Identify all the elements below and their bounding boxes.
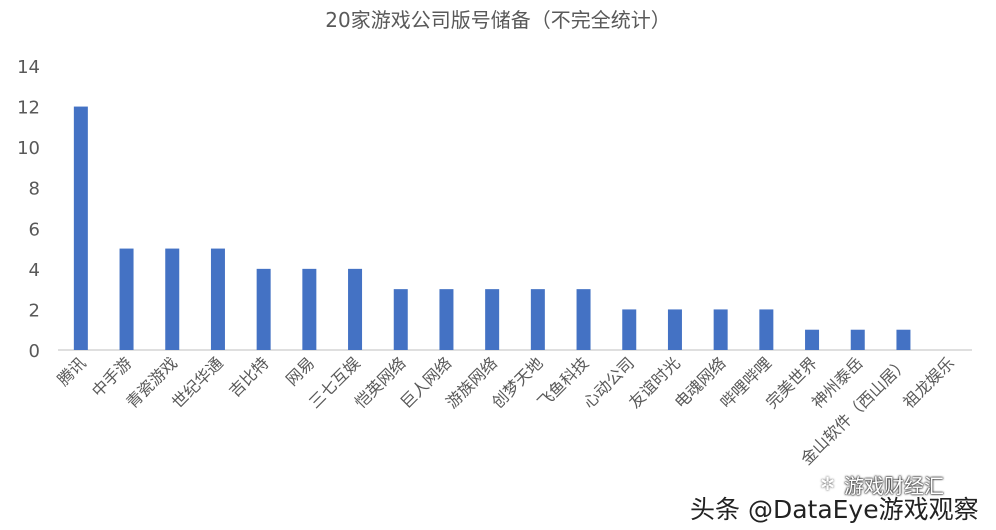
bar [759,309,774,350]
x-tick-label: 世纪华通 [168,353,227,412]
y-tick-label: 0 [29,341,40,362]
bar [165,248,180,350]
bar [805,329,820,350]
bar [210,248,225,350]
y-tick-label: 14 [17,57,40,78]
y-tick-label: 4 [29,260,40,281]
bar [667,309,682,350]
y-tick-label: 10 [17,138,40,159]
bar [73,106,88,350]
bar [439,289,454,350]
x-tick-label: 腾讯 [54,353,90,389]
x-tick-label: 吉比特 [225,353,272,400]
bar [896,329,911,350]
bar [530,289,545,350]
y-tick-label: 2 [29,300,40,321]
bar [576,289,591,350]
bar [302,268,317,350]
bar [348,268,363,350]
bar [850,329,865,350]
watermark-account: 游戏财经汇 [844,474,944,498]
bar [256,268,271,350]
x-tick-label: 网易 [282,353,318,389]
y-tick-label: 6 [29,219,40,240]
bar [622,309,637,350]
bar [713,309,728,350]
watermark-logo-icon: ✲ [820,474,836,495]
y-tick-label: 12 [17,98,40,119]
bar [119,248,134,350]
chart-title: 20家游戏公司版号储备（不完全统计） [325,8,671,32]
bar [393,289,408,350]
bar [485,289,500,350]
watermark-source: 头条 @DataEye游戏观察 [690,495,979,524]
x-tick-label: 祖龙娱乐 [899,353,958,412]
y-tick-label: 8 [29,179,40,200]
